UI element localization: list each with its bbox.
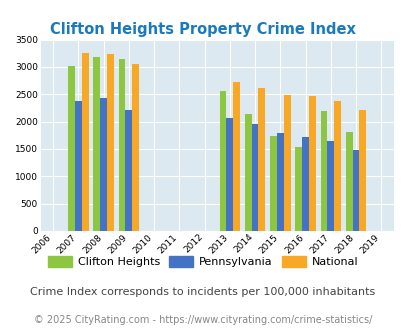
Bar (294, 147, 301, 231)
Bar (226, 118, 232, 231)
Bar (68, 66, 75, 231)
Bar (269, 136, 276, 231)
Bar (118, 59, 125, 231)
Bar (244, 114, 251, 231)
Bar (358, 110, 365, 231)
Bar (276, 133, 283, 231)
Legend: Clifton Heights, Pennsylvania, National: Clifton Heights, Pennsylvania, National (43, 251, 362, 271)
Text: © 2025 CityRating.com - https://www.cityrating.com/crime-statistics/: © 2025 CityRating.com - https://www.city… (34, 315, 371, 325)
Bar (75, 101, 82, 231)
Bar (125, 110, 132, 231)
Bar (301, 137, 308, 231)
Text: Crime Index corresponds to incidents per 100,000 inhabitants: Crime Index corresponds to incidents per… (30, 287, 375, 297)
Bar (258, 88, 264, 231)
Bar (232, 82, 239, 231)
Bar (326, 141, 333, 231)
Bar (93, 57, 100, 231)
Bar (308, 96, 315, 231)
Bar (283, 95, 290, 231)
Bar (107, 54, 114, 231)
Bar (132, 64, 139, 231)
Bar (251, 124, 258, 231)
Text: Clifton Heights Property Crime Index: Clifton Heights Property Crime Index (50, 22, 355, 37)
Bar (345, 132, 352, 231)
Bar (100, 98, 107, 231)
Bar (82, 53, 88, 231)
Bar (320, 111, 326, 231)
Bar (333, 101, 340, 231)
Bar (219, 91, 226, 231)
Bar (352, 149, 358, 231)
